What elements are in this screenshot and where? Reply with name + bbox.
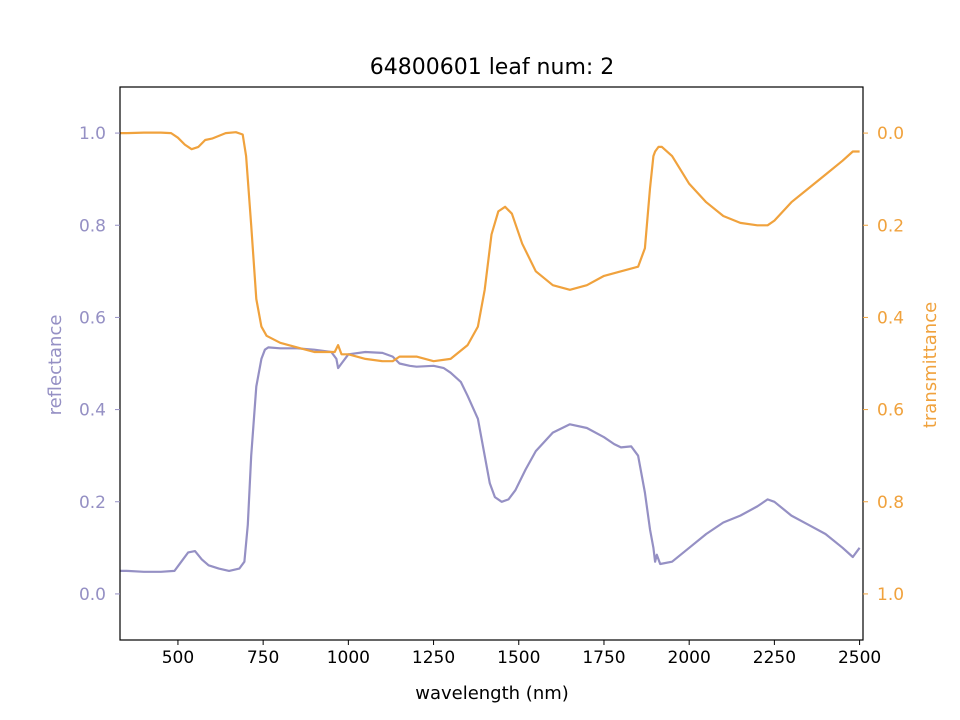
y-tick-label-right: 0.2 xyxy=(877,216,904,236)
series-layer xyxy=(120,131,861,573)
x-tick-label: 2500 xyxy=(838,648,881,668)
y-tick-label-left: 0.8 xyxy=(79,216,106,236)
x-tick-label: 1250 xyxy=(412,648,455,668)
y-tick-label-left: 0.4 xyxy=(79,401,106,421)
y-tick-label-left: 0.0 xyxy=(79,585,106,605)
x-tick-label: 1500 xyxy=(497,648,540,668)
y-axis-label-left: reflectance xyxy=(45,315,66,416)
y-axis-label-right: transmittance xyxy=(920,302,941,428)
y-tick-label-right: 0.8 xyxy=(877,493,904,513)
chart-title: 64800601 leaf num: 2 xyxy=(370,55,615,80)
x-tick-label: 2250 xyxy=(753,648,796,668)
y-tick-label-right: 1.0 xyxy=(877,585,904,605)
y-tick-label-right: 0.0 xyxy=(877,124,904,144)
x-tick-label: 1750 xyxy=(582,648,625,668)
x-axis-label: wavelength (nm) xyxy=(415,683,569,704)
x-tick-label: 1000 xyxy=(327,648,370,668)
x-tick-label: 500 xyxy=(162,648,194,668)
reflectance-line xyxy=(120,346,861,573)
x-tick-label: 750 xyxy=(247,648,279,668)
y-tick-label-left: 1.0 xyxy=(79,124,106,144)
plot-frame xyxy=(119,86,864,641)
transmittance-line xyxy=(120,131,860,363)
y-tick-label-right: 0.6 xyxy=(877,401,904,421)
axes-layer: 500 750 1000 1250 1500 1750 2000 2250 2500 0.0 0.2… xyxy=(79,86,904,668)
x-tick-label: 2000 xyxy=(668,648,711,668)
y-tick-label-left: 0.6 xyxy=(79,308,106,328)
y-tick-label-right: 0.4 xyxy=(877,308,904,328)
y-tick-label-left: 0.2 xyxy=(79,493,106,513)
